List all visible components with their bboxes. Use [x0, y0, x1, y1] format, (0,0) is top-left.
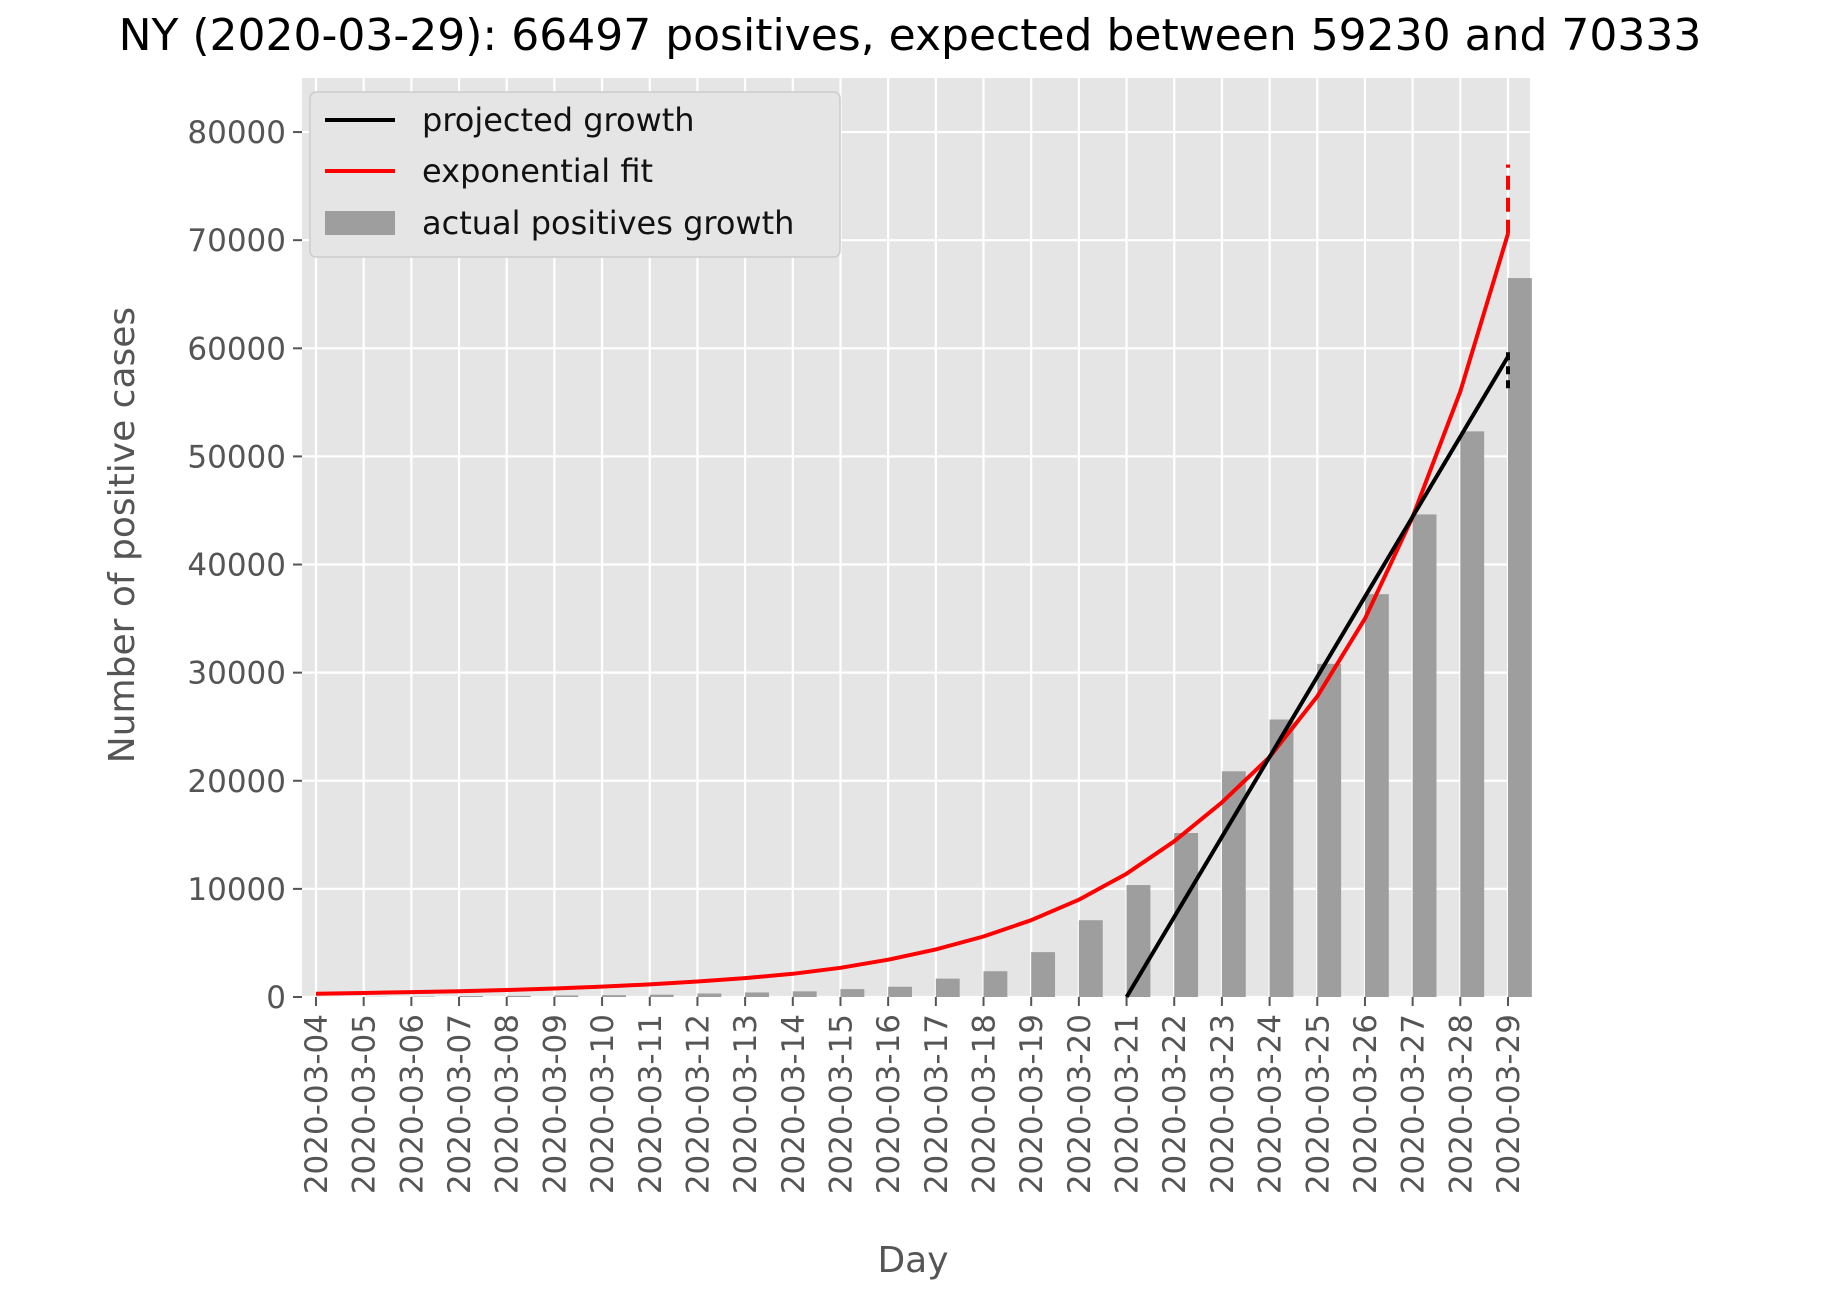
bar — [649, 994, 674, 997]
x-tick-label: 2020-03-13 — [728, 1014, 764, 1194]
bar — [1460, 431, 1485, 997]
x-tick-label: 2020-03-25 — [1300, 1014, 1336, 1194]
legend: projected growth exponential fit actual … — [309, 91, 841, 258]
x-tick-label: 2020-03-16 — [871, 1014, 907, 1194]
x-tick-label: 2020-03-21 — [1110, 1014, 1146, 1194]
bar — [1412, 514, 1437, 997]
projected-growth-line — [1124, 355, 1510, 999]
x-tick-label: 2020-03-18 — [967, 1014, 1003, 1194]
bar — [1031, 952, 1056, 997]
y-axis-label: Number of positive cases — [102, 307, 143, 763]
bar — [1174, 833, 1199, 997]
y-tick-label: 0 — [266, 980, 286, 1016]
x-axis-label: Day — [877, 1240, 948, 1281]
x-tick-label: 2020-03-05 — [347, 1014, 383, 1194]
x-tick-label: 2020-03-17 — [919, 1014, 955, 1194]
y-axis: 0 10000 20000 30000 40000 50000 60000 70000 8000… — [187, 115, 302, 1016]
bar — [888, 986, 912, 997]
x-tick-label: 2020-03-26 — [1348, 1014, 1384, 1194]
x-tick-label: 2020-03-24 — [1253, 1014, 1289, 1194]
bar — [1078, 920, 1103, 997]
x-tick-label: 2020-03-19 — [1014, 1014, 1050, 1194]
x-tick-label: 2020-03-12 — [680, 1014, 716, 1194]
bar — [506, 995, 531, 997]
y-tick-label: 50000 — [187, 439, 286, 475]
bar — [1508, 278, 1532, 998]
chart-title: NY (2020-03-29): 66497 positives, expect… — [119, 10, 1702, 61]
legend-swatch-actual-positives-growth — [325, 211, 395, 235]
bar — [1317, 663, 1342, 997]
x-axis: 2020-03-04 2020-03-05 2020-03-06 2020-03-07… — [299, 997, 1527, 1194]
bar — [459, 996, 483, 997]
legend-label-projected-growth: projected growth — [422, 101, 695, 139]
x-tick-label: 2020-03-14 — [776, 1014, 812, 1194]
x-tick-label: 2020-03-08 — [490, 1014, 526, 1194]
x-tick-label: 2020-03-15 — [823, 1014, 859, 1194]
y-tick-label: 80000 — [187, 115, 286, 151]
bar — [697, 993, 722, 997]
y-tick-label: 20000 — [187, 764, 286, 800]
bar — [792, 991, 817, 997]
x-tick-label: 2020-03-23 — [1205, 1014, 1241, 1194]
x-tick-label: 2020-03-22 — [1157, 1014, 1193, 1194]
bar — [554, 995, 579, 997]
bar — [840, 989, 865, 997]
y-tick-label: 60000 — [187, 331, 286, 367]
x-tick-label: 2020-03-29 — [1491, 1014, 1527, 1194]
y-tick-label: 40000 — [187, 548, 286, 584]
legend-label-actual-positives-growth: actual positives growth — [422, 204, 794, 242]
bar — [745, 992, 769, 997]
y-tick-label: 10000 — [187, 872, 286, 908]
legend-box — [309, 91, 841, 258]
y-tick-label: 30000 — [187, 656, 286, 692]
x-tick-label: 2020-03-10 — [585, 1014, 621, 1194]
exponential-fit-line — [315, 233, 1510, 996]
x-tick-label: 2020-03-06 — [394, 1014, 430, 1194]
bar — [1269, 719, 1294, 997]
bar — [1364, 594, 1389, 997]
x-tick-label: 2020-03-28 — [1443, 1014, 1479, 1194]
x-tick-label: 2020-03-07 — [442, 1014, 478, 1194]
bar — [935, 978, 960, 997]
x-tick-label: 2020-03-09 — [537, 1014, 573, 1194]
legend-label-exponential-fit: exponential fit — [422, 152, 653, 190]
x-tick-label: 2020-03-04 — [299, 1014, 335, 1194]
bar — [983, 971, 1008, 997]
x-tick-label: 2020-03-20 — [1062, 1014, 1098, 1194]
bar — [602, 995, 626, 997]
x-tick-label: 2020-03-11 — [633, 1014, 669, 1194]
lines — [315, 164, 1510, 999]
y-tick-label: 70000 — [187, 223, 286, 259]
x-tick-label: 2020-03-27 — [1396, 1014, 1432, 1194]
